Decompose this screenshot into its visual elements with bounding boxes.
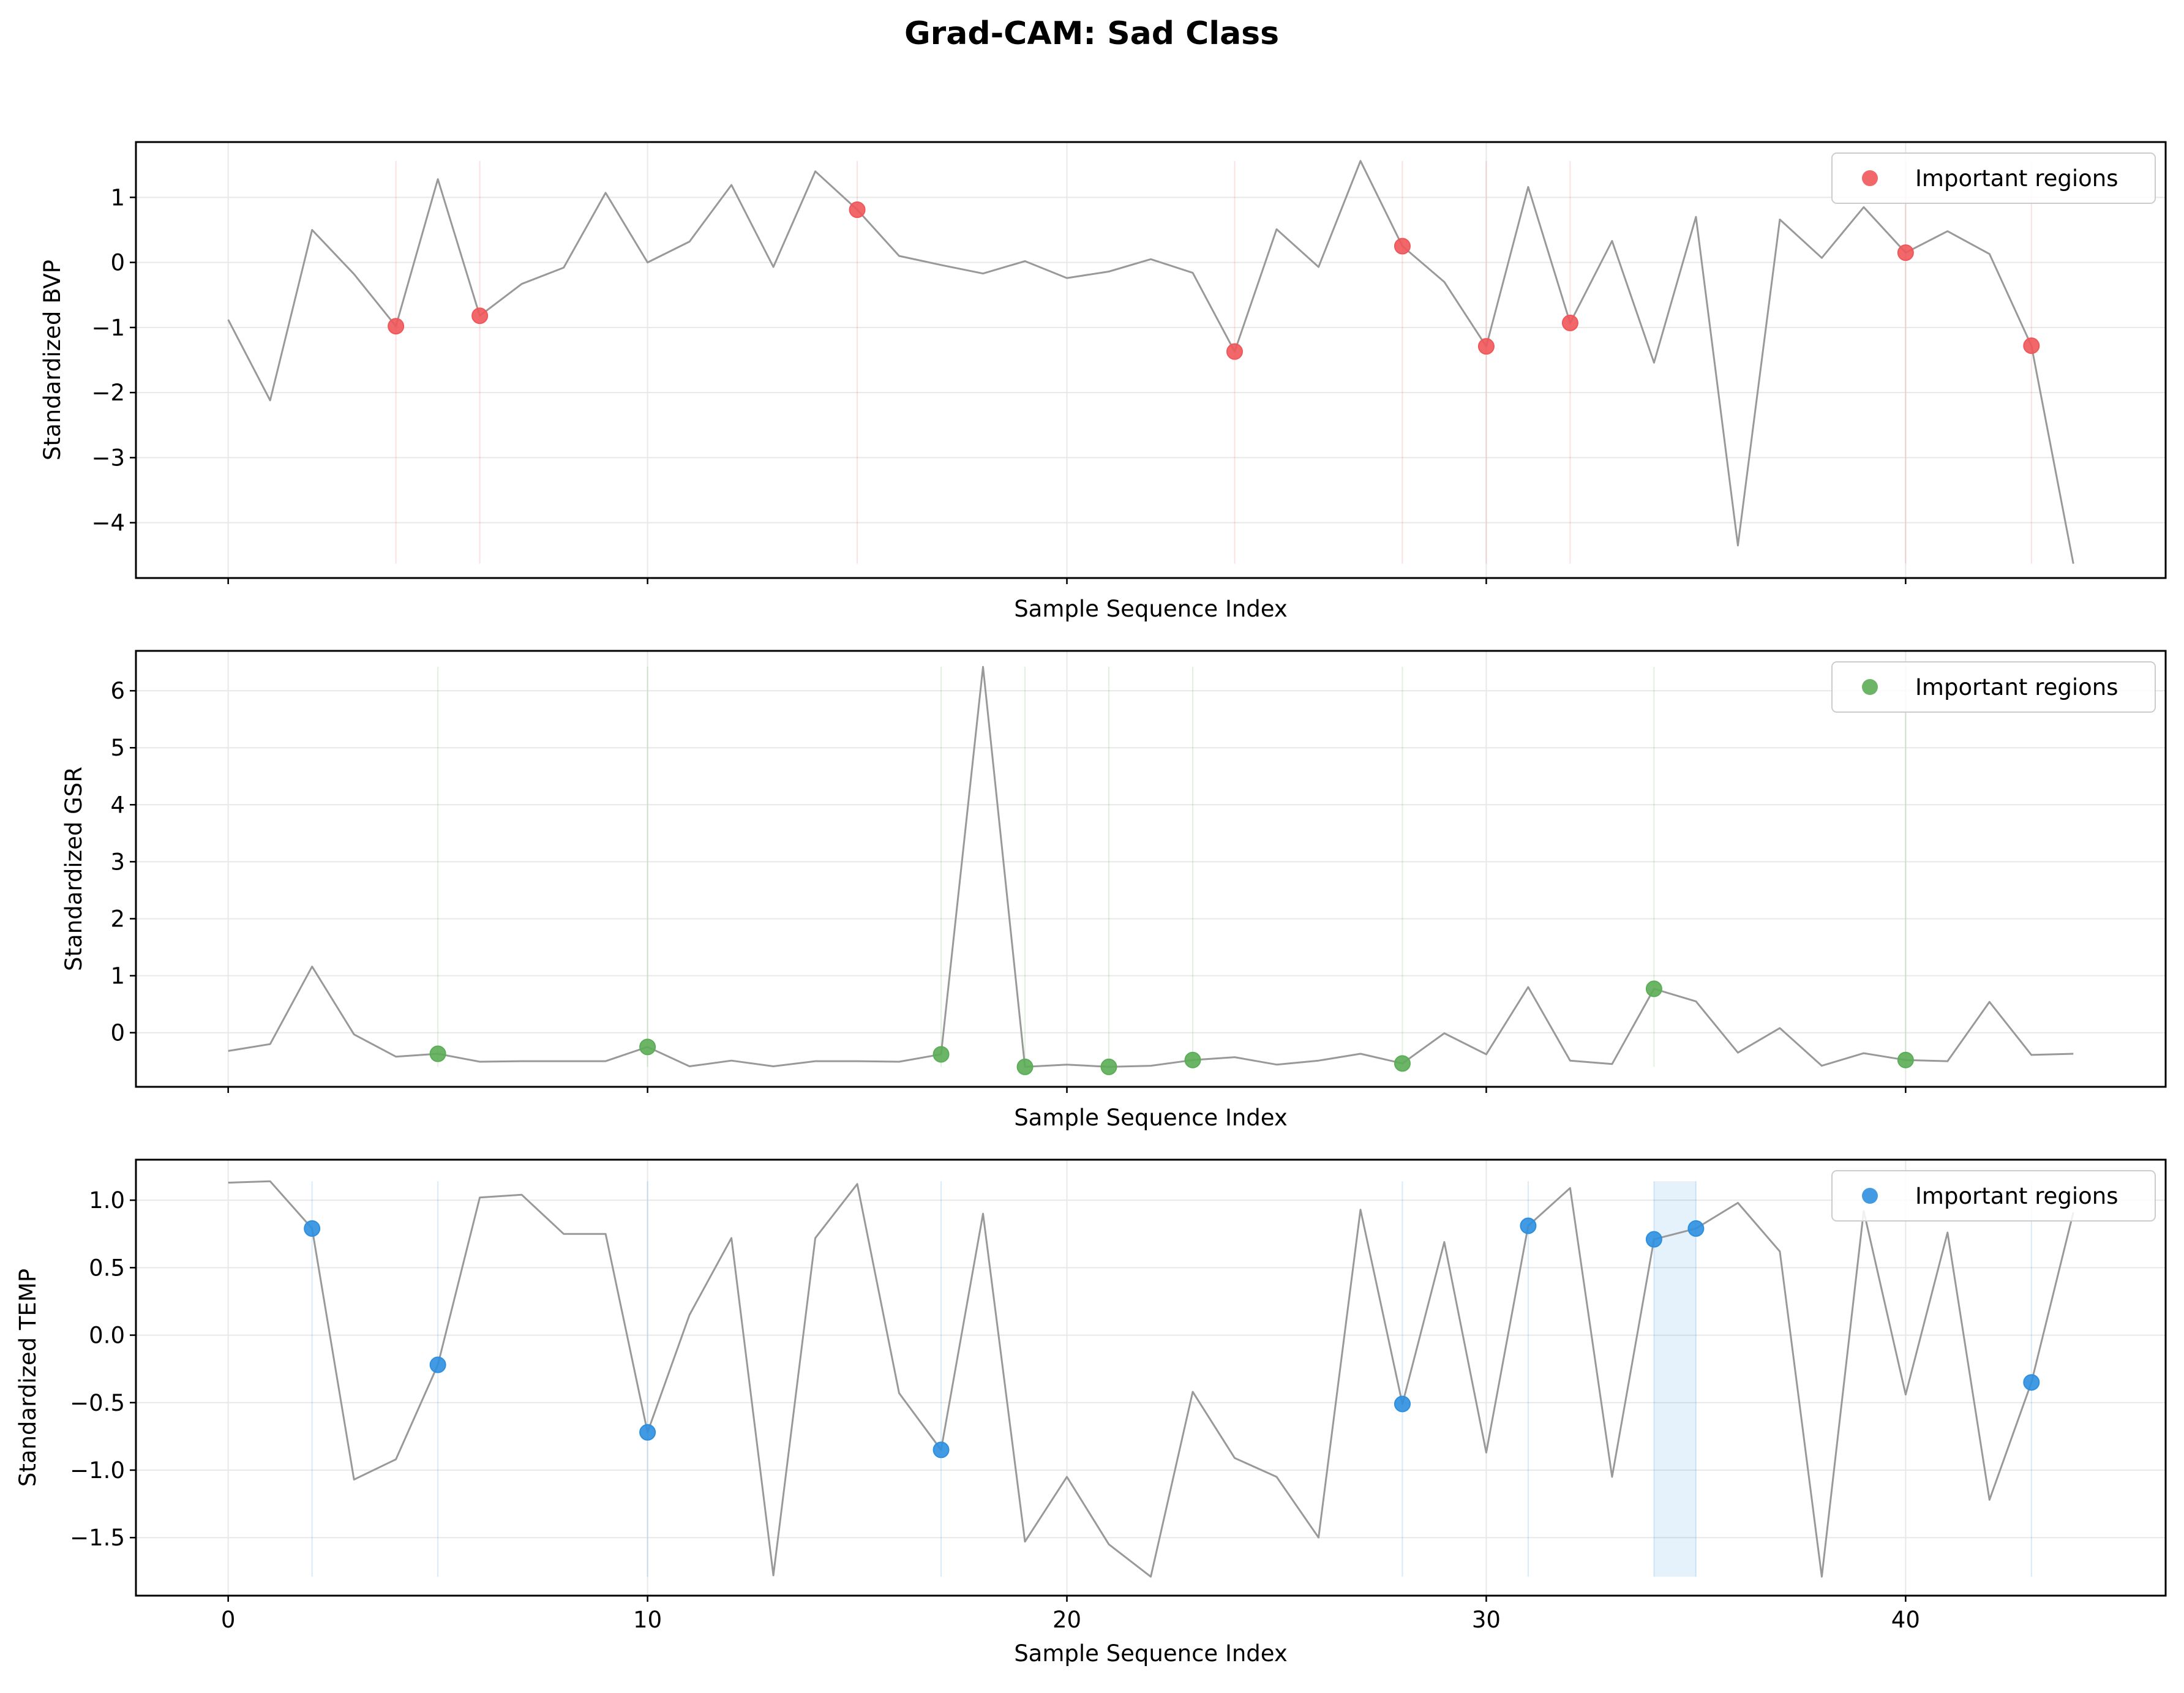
ytick-label: 1 <box>110 963 125 989</box>
ytick-label: −1 <box>91 315 125 341</box>
important-point <box>304 1220 321 1237</box>
ytick-label: −4 <box>91 510 125 536</box>
legend-marker <box>1862 679 1878 695</box>
ytick-label: 5 <box>110 735 125 761</box>
xtick-label: 10 <box>633 1607 662 1633</box>
legend-box <box>1831 152 2156 204</box>
xtick-label: 40 <box>1891 1607 1920 1633</box>
ytick-label: 6 <box>110 678 125 704</box>
x-axis-label: Sample Sequence Index <box>1014 1105 1288 1131</box>
important-point <box>933 1046 950 1063</box>
important-point <box>1016 1058 1034 1075</box>
xtick-label: 20 <box>1053 1607 1081 1633</box>
legend-marker <box>1862 1188 1878 1204</box>
ytick-label: −1.5 <box>70 1525 125 1551</box>
important-point <box>1100 1058 1117 1075</box>
panel-2: 6 5 4 3 2 1 0 Sample Sequence Index Standardized… <box>61 650 2167 1131</box>
ytick-label: 1.0 <box>89 1187 125 1214</box>
important-point <box>1897 1051 1914 1068</box>
important-point <box>1520 1217 1537 1234</box>
important-point <box>1226 343 1243 360</box>
highlight-band <box>1654 1181 1696 1577</box>
ytick-label: −3 <box>91 445 125 471</box>
important-point <box>1645 1231 1662 1248</box>
legend: Important regions <box>1831 661 2156 713</box>
y-axis-label: Standardized BVP <box>39 260 66 460</box>
legend-label: Important regions <box>1915 165 2118 192</box>
important-point <box>933 1441 950 1458</box>
xtick-label: 0 <box>221 1607 236 1633</box>
axes-frame <box>135 1158 2167 1597</box>
ytick-label: 0 <box>110 1020 125 1046</box>
ytick-label: 1 <box>110 184 125 211</box>
panel-1: 1 0 −1 −2 −3 −4 Sample Sequence Index Standardi… <box>39 141 2167 622</box>
ytick-label: 0.0 <box>89 1323 125 1349</box>
important-point <box>1394 1395 1411 1413</box>
series-line <box>228 666 2074 1068</box>
legend-box <box>1831 661 2156 713</box>
important-point <box>1561 314 1578 331</box>
legend-label: Important regions <box>1915 1183 2118 1209</box>
ytick-label: −0.5 <box>70 1390 125 1416</box>
important-point <box>849 201 866 219</box>
ytick-label: 4 <box>110 792 125 818</box>
important-point <box>429 1045 446 1062</box>
ytick-label: −2 <box>91 380 125 406</box>
important-point <box>1645 980 1662 997</box>
important-point <box>471 307 489 325</box>
figure-title: Grad-CAM: Sad Class <box>904 15 1279 52</box>
y-axis-label: Standardized GSR <box>61 767 87 971</box>
important-point <box>1477 338 1495 355</box>
series-line <box>227 160 2074 564</box>
ytick-label: −1.0 <box>70 1457 125 1484</box>
panel-3: 1.0 0.5 0.0 −0.5 −1.0 −1.5 0 10 20 30 40 Sample Seq… <box>15 1158 2167 1667</box>
legend: Important regions <box>1831 1170 2156 1222</box>
important-point <box>2023 1374 2040 1391</box>
xtick-label: 30 <box>1472 1607 1501 1633</box>
series-line <box>228 1180 2074 1578</box>
important-point <box>2023 337 2040 355</box>
important-point <box>639 1424 656 1441</box>
ytick-label: 0.5 <box>89 1255 125 1281</box>
important-point <box>1897 244 1914 261</box>
legend-marker <box>1862 170 1878 186</box>
ytick-label: 0 <box>110 250 125 276</box>
important-point <box>639 1038 656 1056</box>
important-point <box>429 1356 446 1373</box>
x-axis-label: Sample Sequence Index <box>1014 596 1288 622</box>
important-point <box>1394 1055 1411 1072</box>
axes-frame <box>135 141 2167 579</box>
legend-label: Important regions <box>1915 674 2118 700</box>
ytick-label: 2 <box>110 906 125 932</box>
legend: Important regions <box>1831 152 2156 204</box>
y-axis-label: Standardized TEMP <box>15 1269 41 1487</box>
important-point <box>388 318 405 335</box>
legend-box <box>1831 1170 2156 1222</box>
important-point <box>1184 1051 1201 1068</box>
x-axis-label: Sample Sequence Index <box>1014 1640 1288 1667</box>
ytick-label: 3 <box>110 849 125 875</box>
important-point <box>1687 1220 1705 1237</box>
axes-frame <box>135 650 2167 1088</box>
important-point <box>1394 238 1411 255</box>
